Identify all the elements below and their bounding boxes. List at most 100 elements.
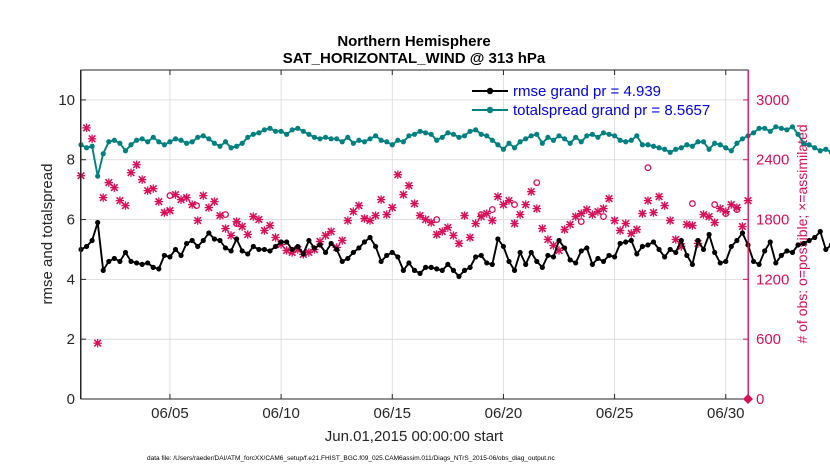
spread-point xyxy=(378,137,384,143)
rmse-point xyxy=(656,246,662,253)
rmse-point xyxy=(445,261,451,268)
spread-point xyxy=(83,145,90,151)
rmse-point xyxy=(573,260,579,266)
rmse-point xyxy=(728,243,734,250)
obs-assimilated-marker xyxy=(660,201,669,210)
spread-point xyxy=(545,134,551,140)
spread-point xyxy=(578,139,584,145)
obs-assimilated-marker xyxy=(565,220,575,229)
spread-point xyxy=(684,142,690,148)
obs-possible-marker xyxy=(511,201,518,209)
spread-point xyxy=(800,140,807,146)
rmse-point xyxy=(267,248,273,254)
obs-assimilated-marker xyxy=(654,192,664,201)
obs-assimilated-marker xyxy=(93,338,102,348)
spread-line xyxy=(80,125,830,178)
rmse-point xyxy=(712,249,718,256)
rmse-point xyxy=(645,242,651,248)
spread-point xyxy=(423,130,429,136)
spread-point xyxy=(662,146,668,152)
rmse-point xyxy=(773,260,779,266)
rmse-point xyxy=(812,234,818,241)
rmse-point xyxy=(456,273,462,279)
rmse-point xyxy=(495,236,501,242)
spread-point xyxy=(167,139,173,145)
spread-point xyxy=(673,146,679,152)
rmse-point xyxy=(261,246,268,253)
rmse-point xyxy=(400,267,406,273)
y-right-tick-label: 3000 xyxy=(756,92,789,109)
x-tick-label: 06/05 xyxy=(151,405,189,422)
obs-possible-marker xyxy=(711,201,719,209)
obs-possible-marker xyxy=(644,164,652,172)
obs-assimilated-marker xyxy=(249,212,258,221)
rmse-point xyxy=(350,249,356,256)
spread-point xyxy=(272,128,279,134)
rmse-point xyxy=(406,260,412,266)
rmse-point xyxy=(372,243,379,250)
obs-possible-marker xyxy=(577,218,585,225)
rmse-point xyxy=(567,257,573,263)
obs-assimilated-marker xyxy=(404,181,414,190)
obs-possible-marker xyxy=(533,179,541,187)
spread-point xyxy=(473,127,479,133)
spread-point xyxy=(584,133,590,139)
obs-assimilated-marker xyxy=(515,210,525,219)
spread-point xyxy=(384,139,390,145)
obs-assimilated-marker xyxy=(426,218,436,227)
rmse-point xyxy=(111,255,117,262)
obs-assimilated-marker xyxy=(504,196,514,205)
spread-point xyxy=(339,139,345,145)
x-axis-ticks: 06/05 06/10 06/15 06/20 06/25 06/30 xyxy=(151,70,745,422)
obs-assimilated-marker xyxy=(371,211,380,220)
spread-point xyxy=(723,145,729,151)
spread-point xyxy=(617,137,623,143)
grid xyxy=(81,70,748,400)
rmse-point xyxy=(667,246,673,253)
spread-point xyxy=(178,137,184,143)
spread-point xyxy=(306,131,312,137)
obs-assimilated-marker xyxy=(237,222,247,231)
obs-assimilated-marker xyxy=(326,227,336,236)
spread-point xyxy=(534,131,540,137)
rmse-point xyxy=(234,236,240,242)
spread-point xyxy=(689,143,696,149)
rmse-point xyxy=(361,239,368,245)
obs-count-series xyxy=(76,123,753,404)
spread-point xyxy=(195,134,201,140)
obs-assimilated-marker xyxy=(221,224,230,233)
spread-point xyxy=(239,140,245,146)
rmse-point xyxy=(206,230,212,236)
rmse-point xyxy=(550,254,557,260)
rmse-point xyxy=(606,252,612,259)
rmse-point xyxy=(612,254,618,260)
rmse-point xyxy=(328,240,334,247)
rmse-point xyxy=(823,246,829,253)
obs-assimilated-marker xyxy=(649,208,658,217)
rmse-point xyxy=(133,260,140,266)
y-axis-right-label: # of obs: o=possible; ×=assimilated xyxy=(794,124,810,343)
spread-point xyxy=(322,134,329,140)
obs-assimilated-marker xyxy=(627,229,636,238)
obs-assimilated-marker xyxy=(376,195,386,204)
spread-point xyxy=(456,134,462,140)
rmse-point xyxy=(339,258,345,265)
rmse-point xyxy=(217,237,223,244)
rmse-point xyxy=(83,243,90,250)
spread-point xyxy=(767,128,773,134)
obs-assimilated-marker xyxy=(243,230,252,239)
spread-point xyxy=(184,140,190,146)
spread-point xyxy=(256,130,262,136)
spread-point xyxy=(217,143,223,149)
obs-possible-marker xyxy=(222,211,229,219)
spread-point xyxy=(812,145,818,151)
obs-assimilated-marker xyxy=(349,207,358,216)
spread-point xyxy=(517,139,523,145)
rmse-point xyxy=(439,267,445,273)
rmse-point xyxy=(700,246,707,253)
spread-point xyxy=(145,139,151,145)
obs-assimilated-marker xyxy=(271,233,280,242)
rmse-point xyxy=(556,237,562,244)
rmse-point xyxy=(523,261,529,268)
plot-area-frame xyxy=(80,69,749,400)
